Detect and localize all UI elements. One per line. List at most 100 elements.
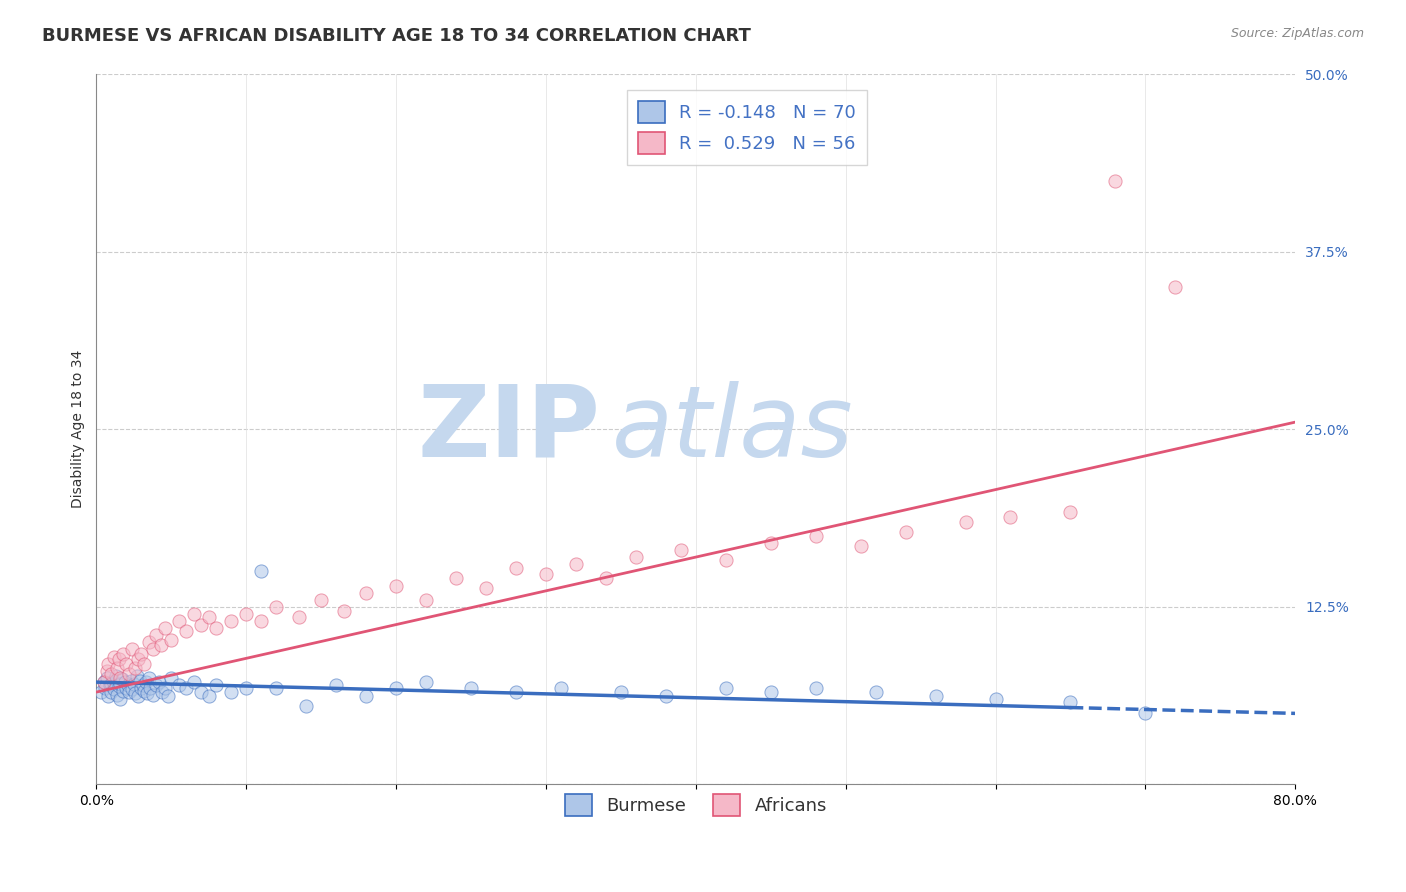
Point [610,685,633,699]
Point [595,571,617,585]
Point [96,664,118,678]
Point [984,692,1007,706]
Point [250,564,273,578]
Point [444,571,467,585]
Point [235,607,257,621]
Point [148,675,170,690]
Point [160,671,183,685]
Point [100,666,122,681]
Point [101,673,124,688]
Point [1104,173,1126,187]
Point [354,585,377,599]
Point [955,515,977,529]
Point [124,686,146,700]
Point [127,652,149,666]
Point [655,690,678,704]
Y-axis label: Disability Age 18 to 34: Disability Age 18 to 34 [72,350,86,508]
Point [219,614,242,628]
Point [93,675,115,690]
Point [100,676,122,690]
Point [108,679,131,693]
Point [205,678,228,692]
Point [714,553,737,567]
Point [117,678,139,692]
Point [110,692,132,706]
Point [111,673,134,687]
Point [136,686,159,700]
Point [155,621,177,635]
Point [121,642,143,657]
Point [894,524,917,539]
Point [174,624,197,638]
Text: ZIP: ZIP [418,381,600,478]
Point [167,678,190,692]
Point [112,683,135,698]
Point [385,681,408,695]
Point [150,685,173,699]
Point [1164,280,1187,294]
Point [924,690,946,704]
Point [115,681,138,695]
Point [94,681,117,695]
Point [167,614,190,628]
Point [759,536,782,550]
Point [415,675,437,690]
Point [98,678,121,692]
Point [354,690,377,704]
Point [309,592,332,607]
Point [865,685,887,699]
Point [295,699,318,714]
Point [142,642,165,657]
Point [197,609,219,624]
Point [804,529,827,543]
Point [110,676,132,690]
Point [96,671,118,685]
Point [120,673,142,688]
Text: atlas: atlas [612,381,853,478]
Point [1059,505,1081,519]
Point [93,675,115,690]
Point [190,685,212,699]
Point [145,678,167,692]
Point [90,685,112,699]
Point [103,649,125,664]
Point [505,561,527,575]
Point [108,652,131,666]
Point [250,614,273,628]
Point [149,638,172,652]
Point [385,578,408,592]
Point [624,550,647,565]
Point [325,678,347,692]
Point [759,685,782,699]
Point [122,676,145,690]
Point [1000,510,1022,524]
Point [124,661,146,675]
Point [134,683,156,698]
Point [183,675,205,690]
Text: BURMESE VS AFRICAN DISABILITY AGE 18 TO 34 CORRELATION CHART: BURMESE VS AFRICAN DISABILITY AGE 18 TO … [42,27,751,45]
Point [131,681,153,695]
Point [205,621,228,635]
Point [264,681,287,695]
Point [105,661,128,675]
Point [505,685,527,699]
Point [1135,706,1157,721]
Point [197,690,219,704]
Point [142,688,165,702]
Point [103,682,125,697]
Point [114,675,136,690]
Point [145,628,167,642]
Point [804,681,827,695]
Point [534,567,557,582]
Point [127,690,149,704]
Point [138,635,160,649]
Point [1059,695,1081,709]
Point [475,582,498,596]
Point [104,669,127,683]
Point [115,657,138,671]
Point [128,673,150,688]
Point [125,669,148,683]
Point [105,688,128,702]
Point [264,599,287,614]
Point [669,543,692,558]
